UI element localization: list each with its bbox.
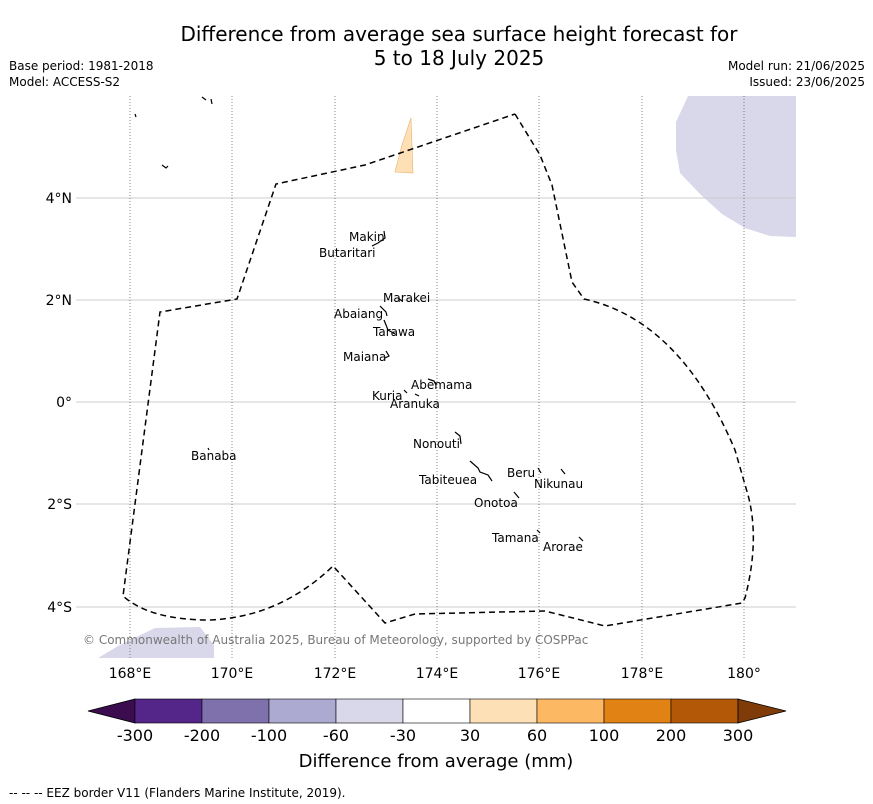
colorbar: -300 -200 -100 -60 -30 30 60 100 200 300… — [87, 698, 787, 772]
island-abemama-shape — [427, 378, 437, 386]
colorbar-tick-label: 60 — [527, 726, 547, 745]
place-label-beru: Beru — [507, 466, 535, 480]
colorbar-tick-label: -100 — [251, 726, 287, 745]
place-label-marakei: Marakei — [383, 291, 430, 305]
meta-right: Model run: 21/06/2025 Issued: 23/06/2025 — [728, 58, 865, 90]
island-arorae-shape — [578, 536, 584, 542]
model-run: Model run: 21/06/2025 — [727, 59, 865, 73]
island-marakei-shape — [397, 297, 403, 302]
negative-anomaly-region-sw — [98, 627, 214, 658]
place-label-tamana: Tamana — [491, 531, 539, 545]
map-title: Difference from average sea surface heig… — [0, 22, 873, 70]
island-nw-2-shape — [201, 96, 213, 105]
lon-label-172e: 172°E — [314, 666, 357, 682]
colorbar-title: Difference from average (mm) — [299, 751, 574, 772]
lat-label-4s: 4°S — [47, 600, 72, 616]
colorbar-max-extension — [737, 698, 787, 724]
title-line-2: 5 to 18 July 2025 — [373, 46, 545, 70]
island-nw-3-shape — [161, 164, 169, 169]
colorbar-tick-label: -200 — [184, 726, 220, 745]
place-label-butaritari: Butaritari — [319, 246, 376, 260]
island-banaba-shape — [207, 447, 210, 451]
model-name: Model: ACCESS-S2 — [9, 75, 121, 89]
place-label-tabiteuea: Tabiteuea — [418, 473, 477, 487]
colorbar-segment-6 — [469, 698, 538, 724]
issued-date: Issued: 23/06/2025 — [749, 75, 865, 89]
island-nikunau-shape — [560, 468, 566, 475]
colorbar-segment-3 — [268, 698, 337, 724]
lat-label-0: 0° — [56, 395, 72, 411]
colorbar-segment-2 — [201, 698, 270, 724]
island-onotoa-shape — [513, 491, 520, 499]
colorbar-min-extension — [87, 698, 136, 724]
base-period: Base period: 1981-2018 — [9, 59, 154, 73]
eez-border-legend: -- -- -- EEZ border V11 (Flanders Marine… — [9, 786, 346, 800]
title-line-1: Difference from average sea surface heig… — [180, 22, 738, 46]
lon-label-170e: 170°E — [211, 666, 254, 682]
island-nw-1-shape — [134, 113, 137, 118]
map-panel: Makin Butaritari Marakei Abaiang Tarawa … — [76, 96, 796, 658]
colorbar-tick-label: -30 — [390, 726, 416, 745]
lon-label-174e: 174°E — [416, 666, 459, 682]
place-label-abemama: Abemama — [411, 378, 472, 392]
place-label-nikunau: Nikunau — [534, 477, 583, 491]
colorbar-segment-8 — [603, 698, 672, 724]
lon-label-178e: 178°E — [621, 666, 664, 682]
lon-label-176e: 176°E — [518, 666, 561, 682]
island-beru-shape — [537, 467, 542, 474]
colorbar-tick-label: 30 — [460, 726, 480, 745]
colorbar-tick-label: 200 — [656, 726, 687, 745]
lon-label-180: 180° — [727, 666, 761, 682]
colorbar-tick-label: -60 — [323, 726, 349, 745]
place-label-tarawa: Tarawa — [372, 325, 415, 339]
island-kuria-shape — [403, 389, 408, 394]
negative-anomaly-region-ne — [676, 96, 796, 237]
island-tarawa-shape — [383, 319, 396, 335]
island-tabiteuea-shape — [469, 460, 493, 482]
lon-label-168e: 168°E — [109, 666, 152, 682]
eez-border — [122, 113, 755, 627]
colorbar-segment-4 — [335, 698, 404, 724]
positive-anomaly-region — [394, 117, 414, 174]
island-nonouti-shape — [454, 431, 462, 445]
lat-label-2n: 2°N — [46, 293, 72, 309]
place-label-abaiang: Abaiang — [334, 307, 383, 321]
place-label-onotoa: Onotoa — [474, 496, 518, 510]
islands — [134, 96, 584, 542]
island-maiana-shape — [384, 350, 390, 359]
island-makin-shape — [380, 230, 386, 242]
colorbar-segment-5 — [402, 698, 471, 724]
place-label-nonouti: Nonouti — [413, 437, 460, 451]
copyright-notice: © Commonwealth of Australia 2025, Bureau… — [83, 633, 588, 647]
place-label-makin: Makin — [349, 230, 385, 244]
island-butaritari-shape — [371, 239, 383, 247]
latitude-gridlines — [76, 197, 796, 608]
lat-label-2s: 2°S — [47, 497, 72, 513]
colorbar-tick-label: -300 — [117, 726, 153, 745]
colorbar-tick-label: 300 — [723, 726, 754, 745]
colorbar-segment-9 — [670, 698, 739, 724]
island-aranuka-shape — [414, 393, 420, 397]
meta-left: Base period: 1981-2018 Model: ACCESS-S2 — [9, 58, 154, 90]
longitude-gridlines — [129, 96, 745, 658]
island-tamana-shape — [536, 529, 541, 534]
colorbar-segment-1 — [134, 698, 203, 724]
place-label-maiana: Maiana — [343, 350, 386, 364]
colorbar-tick-label: 100 — [589, 726, 620, 745]
lat-label-4n: 4°N — [46, 191, 72, 207]
place-label-banaba: Banaba — [191, 449, 237, 463]
place-label-arorae: Arorae — [543, 540, 583, 554]
place-label-kuria: Kuria — [372, 389, 403, 403]
colorbar-segment-7 — [536, 698, 605, 724]
island-abaiang-shape — [379, 305, 388, 317]
place-label-aranuka: Aranuka — [390, 397, 440, 411]
